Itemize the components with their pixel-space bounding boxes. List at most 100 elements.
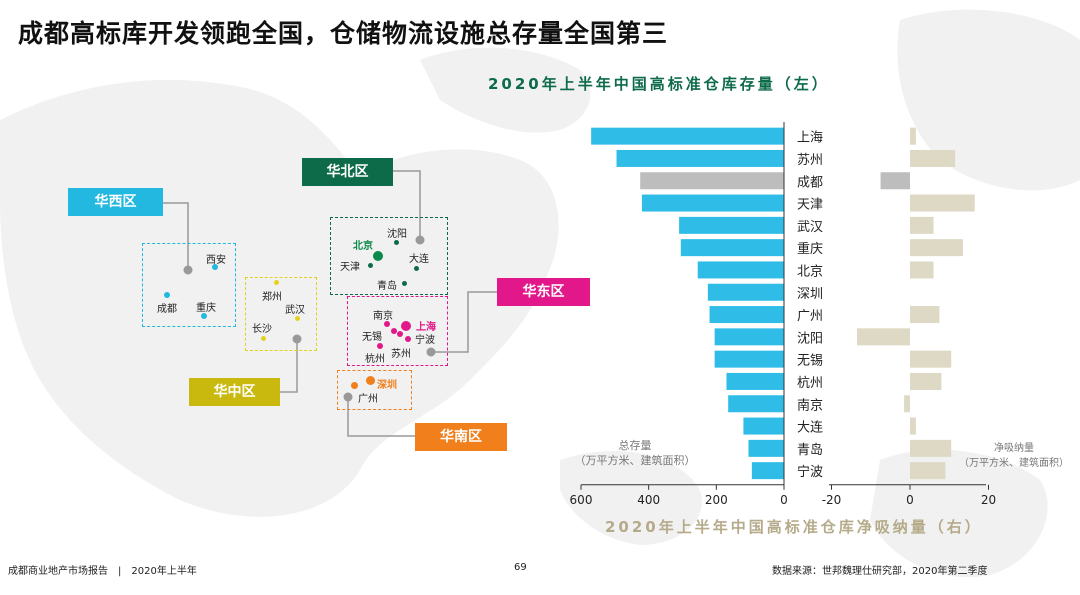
- city-label-changsha: 长沙: [252, 324, 272, 335]
- city-label-dalian: 大连: [409, 254, 429, 265]
- category-label-10: 无锡: [797, 354, 823, 369]
- region-box-west: [142, 243, 236, 327]
- region-label-east: 华东区: [497, 278, 590, 306]
- page-title: 成都高标库开发领跑全国，仓储物流设施总存量全国第三: [18, 19, 669, 48]
- footer-source: 数据来源：世邦魏理仕研究部，2020年第二季度: [772, 566, 988, 577]
- city-dot-changsha: [261, 336, 266, 341]
- absorption-bar-13: [910, 417, 916, 435]
- city-dot-nanjing: [384, 321, 390, 327]
- region-label-north: 华北区: [302, 158, 393, 186]
- region-label-south: 华南区: [415, 423, 507, 451]
- category-label-3: 天津: [797, 198, 823, 213]
- stock-bar-10: [714, 350, 784, 368]
- absorption-bar-2: [880, 172, 910, 190]
- stock-bar-13: [743, 417, 784, 435]
- city-dot-xian: [212, 264, 218, 270]
- category-label-13: 大连: [797, 420, 823, 436]
- absorption-bar-1: [910, 149, 956, 167]
- absorption-chart-title: 2020年上半年中国高标准仓库净吸纳量（右）: [605, 518, 983, 536]
- city-dot-ningbo: [405, 336, 411, 342]
- stock-bar-2: [640, 172, 784, 190]
- city-dot-wuxi: [391, 328, 397, 334]
- category-label-0: 上海: [797, 131, 823, 146]
- absorption-bar-10: [910, 350, 952, 368]
- city-label-xian: 西安: [206, 255, 226, 266]
- stock-tick-label-1: 400: [637, 493, 660, 507]
- footer-report: 成都商业地产市场报告 | 2020年上半年: [8, 566, 197, 577]
- city-dot-guangzhou: [351, 382, 358, 389]
- stock-bar-14: [748, 439, 784, 457]
- stock-bar-3: [641, 194, 784, 212]
- category-label-1: 苏州: [797, 152, 823, 168]
- city-label-nanjing: 南京: [373, 311, 393, 322]
- city-label-chongqing: 重庆: [196, 303, 216, 314]
- category-label-12: 南京: [797, 397, 823, 413]
- city-dot-dalian: [414, 266, 419, 271]
- city-dot-shanghai: [401, 321, 411, 331]
- city-label-shenyang: 沈阳: [387, 229, 407, 240]
- region-label-west: 华西区: [68, 188, 163, 216]
- footer-page-number: 69: [514, 562, 527, 573]
- stock-chart-title: 2020年上半年中国高标准仓库存量（左）: [488, 75, 830, 93]
- city-dot-tianjin: [368, 263, 373, 268]
- absorption-tick-label-1: 0: [906, 493, 914, 507]
- city-label-guangzhou: 广州: [358, 394, 378, 405]
- region-box-north: [330, 217, 448, 295]
- absorption-bar-6: [910, 261, 934, 279]
- stock-axis-note-title: 总存量: [618, 439, 652, 452]
- city-label-shenzhen: 深圳: [377, 380, 397, 391]
- absorption-axis-note-title: 净吸纳量: [994, 443, 1034, 454]
- city-dot-chengdu: [164, 292, 170, 298]
- absorption-bar-8: [910, 306, 940, 324]
- city-label-beijing: 北京: [353, 241, 373, 252]
- stock-axis-note: 总存量 （万平方米、建筑面积）: [560, 438, 710, 468]
- city-label-shanghai: 上海: [416, 322, 436, 333]
- absorption-bar-15: [910, 462, 946, 480]
- stock-tick-label-3: 0: [780, 493, 788, 507]
- city-label-qingdao: 青岛: [377, 281, 397, 292]
- city-dot-beijing: [373, 251, 383, 261]
- category-label-8: 广州: [797, 309, 823, 324]
- stock-bar-11: [726, 372, 784, 390]
- city-dot-shenyang: [394, 240, 399, 245]
- stock-tick-label-0: 600: [570, 493, 593, 507]
- category-label-15: 宁波: [797, 464, 823, 480]
- absorption-bar-11: [910, 372, 942, 390]
- category-label-14: 青岛: [797, 442, 823, 458]
- category-label-6: 北京: [797, 264, 823, 279]
- stock-bar-12: [728, 395, 784, 413]
- city-label-wuhan: 武汉: [285, 305, 305, 316]
- region-box-south: [337, 370, 412, 410]
- region-label-central: 华中区: [189, 378, 280, 406]
- city-dot-hangzhou: [377, 343, 383, 349]
- absorption-bar-3: [910, 194, 975, 212]
- stock-bar-0: [591, 127, 784, 145]
- city-dot-qingdao: [402, 281, 407, 286]
- stock-axis-note-unit: （万平方米、建筑面积）: [574, 454, 696, 467]
- category-label-5: 重庆: [797, 241, 823, 257]
- stock-bar-7: [707, 283, 784, 301]
- absorption-axis-note-unit: （万平方米、建筑面积）: [959, 458, 1069, 469]
- absorption-axis-note: 净吸纳量 （万平方米、建筑面积）: [952, 441, 1076, 471]
- city-dot-zhengzhou: [274, 280, 279, 285]
- city-label-hangzhou: 杭州: [365, 354, 385, 365]
- region-box-central: [245, 277, 317, 351]
- absorption-bar-4: [910, 216, 934, 234]
- absorption-tick-label-0: -20: [822, 493, 842, 507]
- region-box-east: [347, 296, 448, 366]
- city-label-ningbo: 宁波: [415, 335, 435, 346]
- stock-bar-8: [709, 306, 784, 324]
- stock-bar-9: [714, 328, 784, 346]
- absorption-bar-12: [904, 395, 910, 413]
- category-label-4: 武汉: [797, 220, 823, 235]
- city-label-suzhou: 苏州: [391, 349, 411, 360]
- city-label-zhengzhou: 郑州: [262, 292, 282, 303]
- absorption-bar-5: [910, 239, 963, 257]
- city-dot-shenzhen: [366, 376, 375, 385]
- stock-bar-15: [751, 462, 784, 480]
- city-dot-chongqing: [201, 313, 207, 319]
- city-label-chengdu: 成都: [157, 304, 177, 315]
- absorption-tick-label-2: 20: [981, 493, 996, 507]
